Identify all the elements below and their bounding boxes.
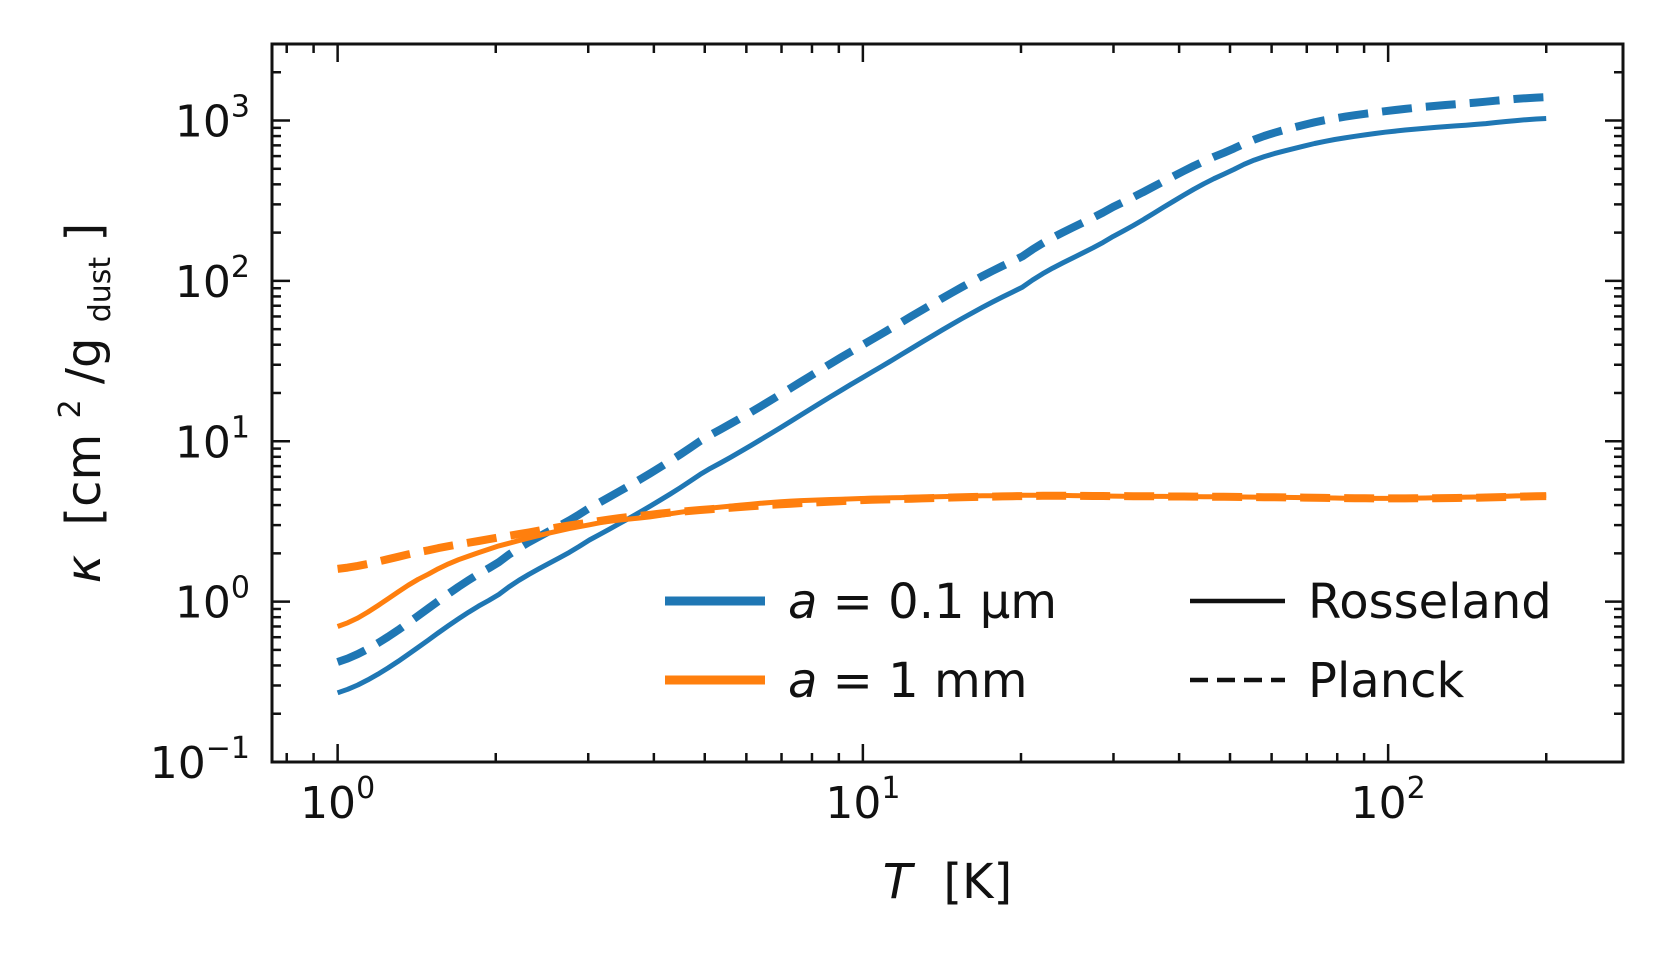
legend-label-rosseland: Rosseland <box>1308 574 1552 630</box>
y-axis-label-unit-close: ] <box>56 223 112 242</box>
x-tick-label-0: 100 <box>300 771 375 829</box>
series-line-1 <box>336 116 1547 696</box>
y-tick-label-4: 103 <box>175 90 250 148</box>
x-axis-label-unit: [K] <box>943 854 1012 910</box>
y-tick-label-1: 100 <box>175 571 250 629</box>
y-axis-label-symbol: κ <box>56 554 112 583</box>
y-axis-label-sup: 2 <box>53 399 88 418</box>
y-axis-label-unit-open: [cm <box>56 434 112 526</box>
tick-labels-layer: 100 101 102 10−1 100 101 102 103 <box>150 90 1426 829</box>
legend: a = 0.1 μm a = 1 mm Rosseland Planck <box>665 574 1552 709</box>
legend-label-large-grain: a = 1 mm <box>788 653 1027 709</box>
legend-label-planck: Planck <box>1308 653 1465 709</box>
y-axis-label-sub: dust <box>83 257 118 323</box>
y-tick-label-2: 101 <box>175 410 250 468</box>
y-tick-label-3: 102 <box>175 250 250 308</box>
series-layer <box>336 93 1547 696</box>
legend-label-small-grain: a = 0.1 μm <box>788 574 1057 630</box>
series-line-4 <box>337 491 1547 573</box>
x-axis-label-symbol: T <box>883 854 916 910</box>
x-axis-label: T [K] <box>883 854 1013 910</box>
x-tick-label-1: 101 <box>825 771 900 829</box>
plot-frame <box>270 42 1625 764</box>
x-tick-label-2: 102 <box>1351 771 1426 829</box>
y-axis-label: κ [cm 2 /g dust ] <box>36 223 122 583</box>
y-axis-label-mid: /g <box>56 338 112 385</box>
y-tick-label-0: 10−1 <box>150 731 250 789</box>
